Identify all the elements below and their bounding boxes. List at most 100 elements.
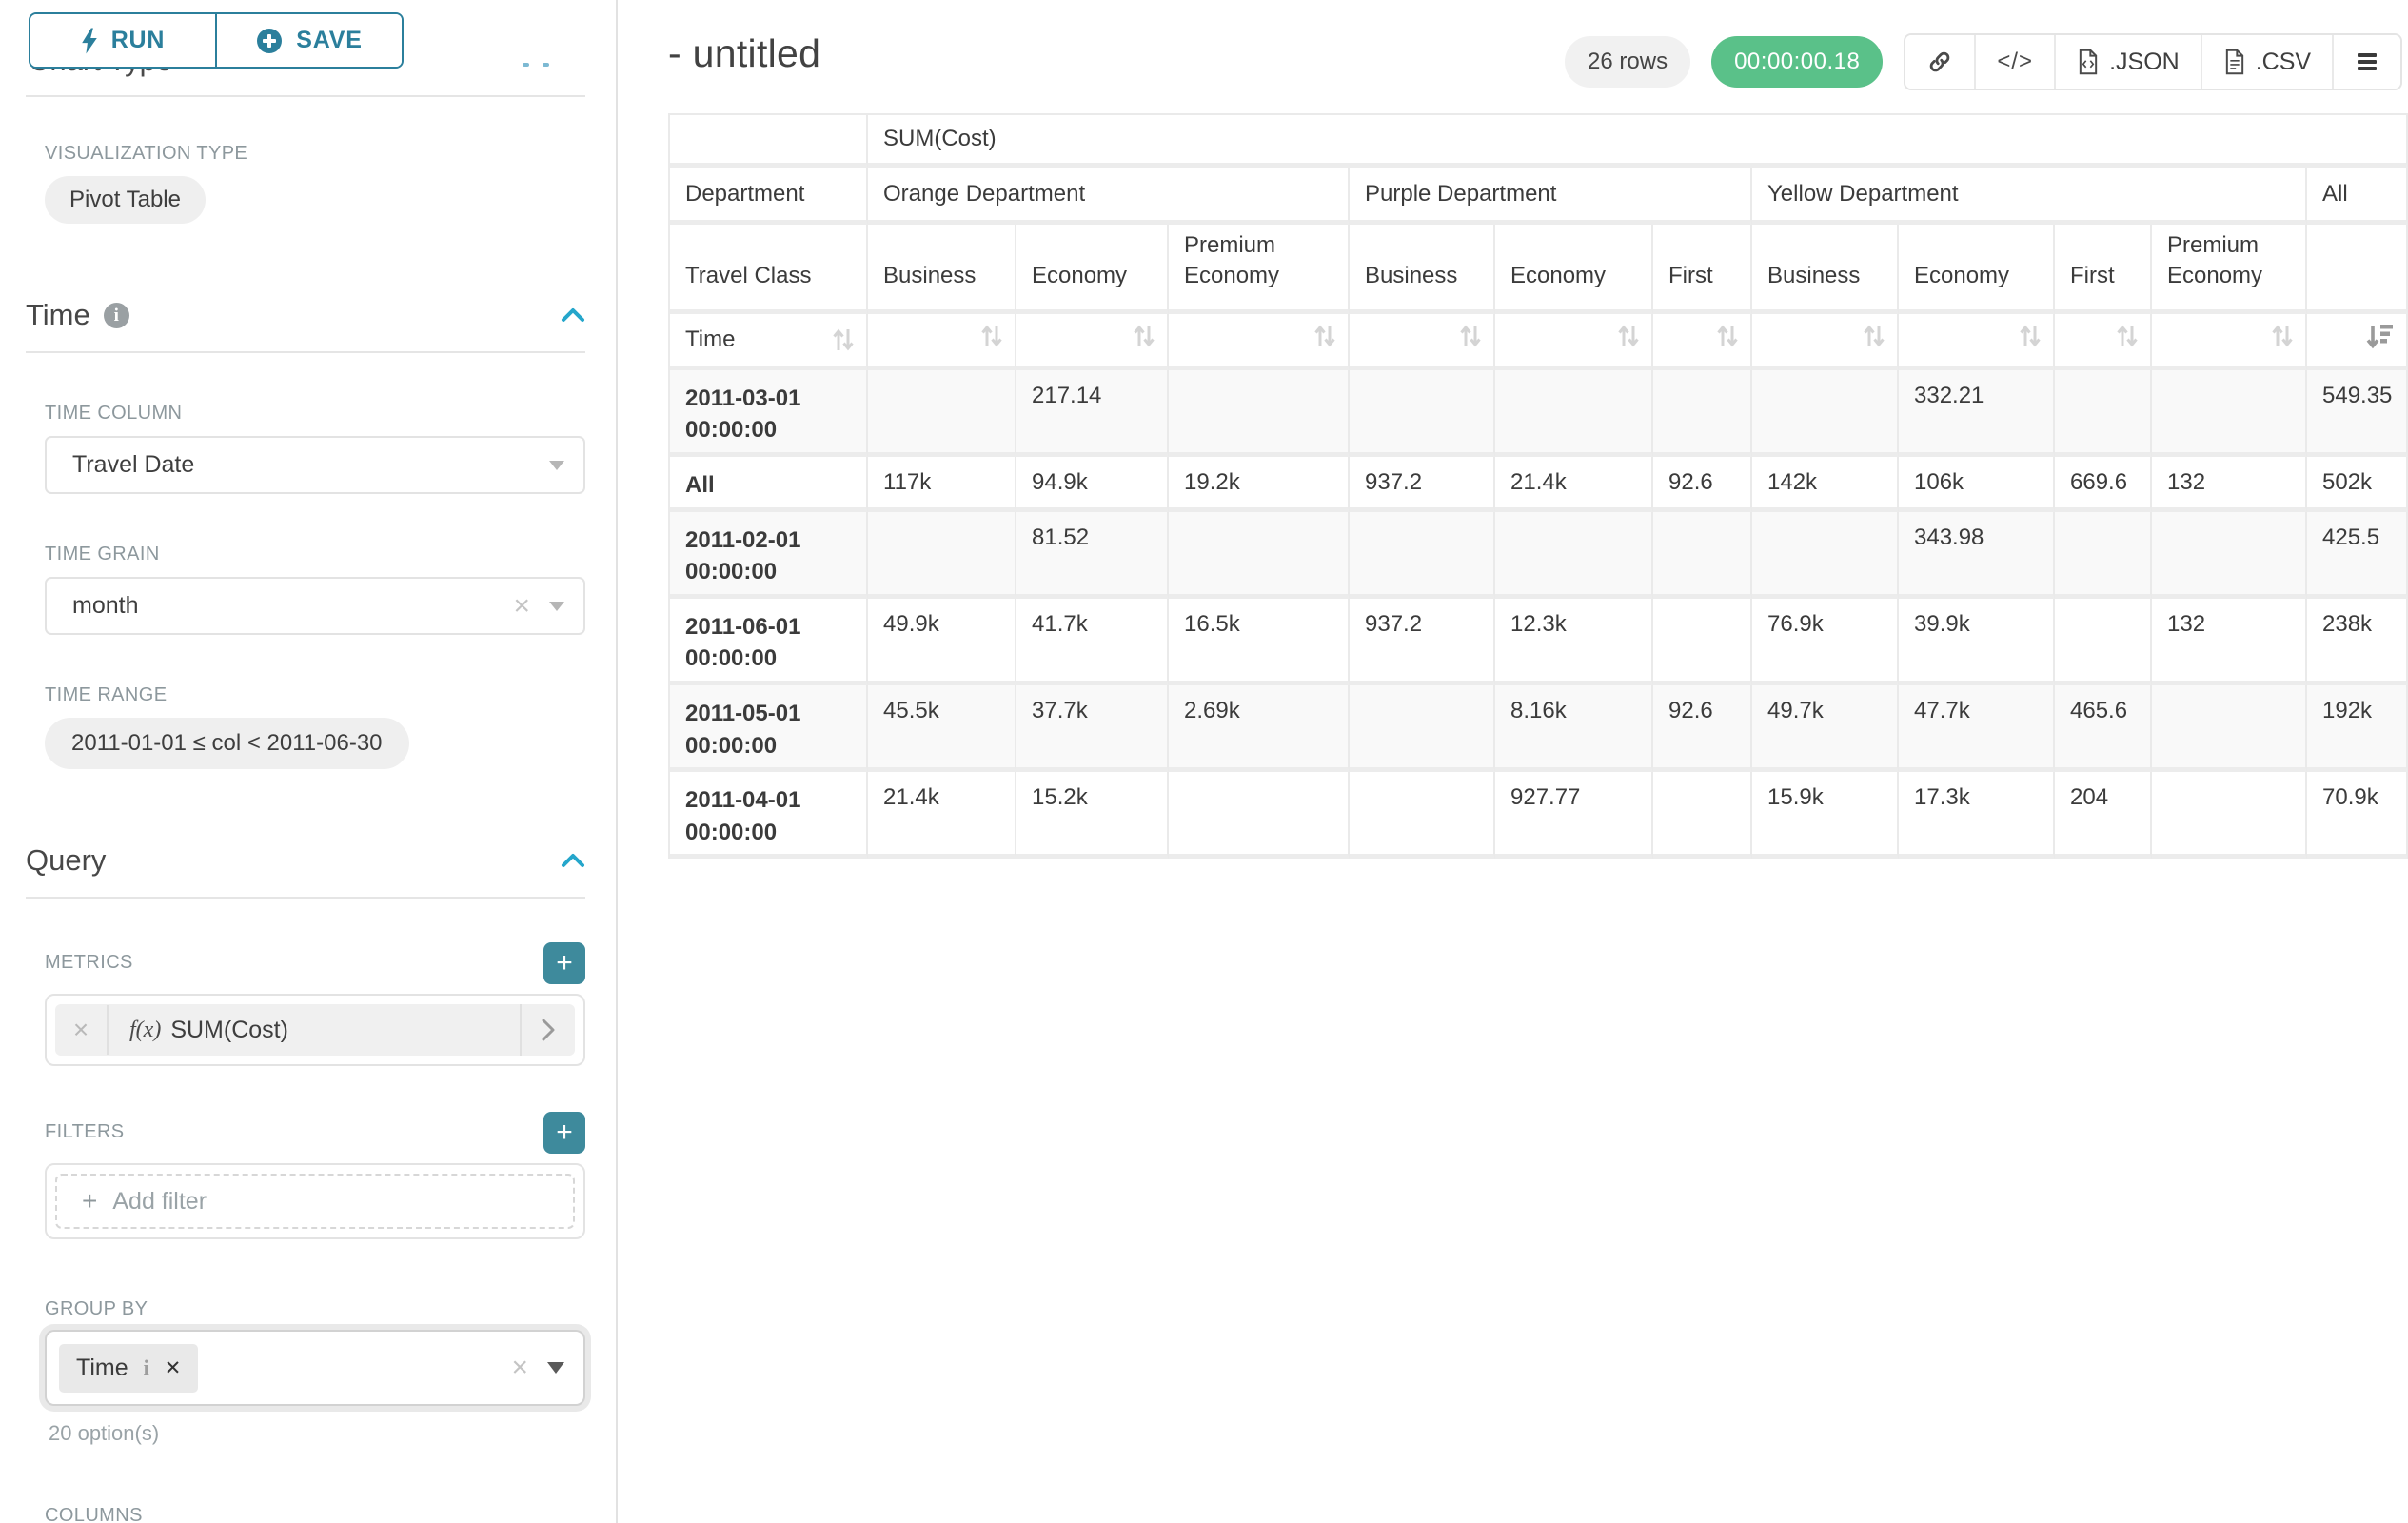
sortable-column-header bbox=[1899, 313, 2055, 370]
row-header: 2011-02-01 00:00:00 bbox=[670, 511, 868, 599]
sort-icon[interactable] bbox=[2114, 322, 2141, 350]
value-cell: 332.21 bbox=[1899, 369, 2055, 457]
sortable-column-header bbox=[1653, 313, 1752, 370]
metric-item[interactable]: × f(x) SUM(Cost) bbox=[55, 1004, 575, 1056]
chevron-up-icon[interactable] bbox=[561, 307, 585, 323]
time-section-title: Time bbox=[26, 298, 90, 331]
value-cell bbox=[1495, 369, 1653, 457]
value-cell: 142k bbox=[1752, 456, 1899, 512]
remove-metric-icon[interactable]: × bbox=[55, 1005, 109, 1055]
group-by-select[interactable]: Time i ✕ × bbox=[45, 1330, 585, 1406]
json-file-icon bbox=[2077, 49, 2100, 75]
export-json-button[interactable]: .JSON bbox=[2054, 35, 2201, 89]
caret-down-icon[interactable] bbox=[547, 1362, 564, 1374]
subcolumn-header: Premium Economy bbox=[2152, 225, 2307, 314]
column-group-header: Purple Department bbox=[1350, 168, 1752, 225]
value-cell bbox=[2152, 684, 2307, 773]
value-cell: 343.98 bbox=[1899, 511, 2055, 599]
time-grain-label: TIME GRAIN bbox=[45, 544, 160, 564]
subcolumn-header: Business bbox=[868, 225, 1016, 314]
group-by-options-hint: 20 option(s) bbox=[49, 1421, 160, 1445]
value-cell bbox=[1169, 772, 1350, 860]
lightning-icon bbox=[81, 28, 98, 54]
menu-button[interactable] bbox=[2332, 35, 2401, 89]
chevron-up-icon[interactable] bbox=[523, 63, 549, 67]
view-query-button[interactable]: </> bbox=[1974, 35, 2055, 89]
value-cell: 204 bbox=[2055, 772, 2152, 860]
value-cell: 19.2k bbox=[1169, 456, 1350, 512]
sort-icon[interactable] bbox=[2017, 322, 2043, 350]
metric-header: SUM(Cost) bbox=[868, 115, 2408, 168]
table-row: 2011-03-01 00:00:00 217.14 332.21 549.35 bbox=[670, 369, 2408, 457]
row-dimension-header: Time bbox=[670, 313, 868, 370]
visualization-type-value[interactable]: Pivot Table bbox=[45, 176, 206, 224]
time-range-value[interactable]: 2011-01-01 ≤ col < 2011-06-30 bbox=[45, 718, 409, 769]
sort-desc-icon[interactable] bbox=[2364, 322, 2397, 350]
value-cell: 132 bbox=[2152, 456, 2307, 512]
value-cell bbox=[1169, 369, 1350, 457]
copy-link-button[interactable] bbox=[1905, 35, 1975, 89]
value-cell: 21.4k bbox=[1495, 456, 1653, 512]
clear-icon[interactable]: × bbox=[511, 1352, 528, 1383]
row-header: 2011-06-01 00:00:00 bbox=[670, 598, 868, 685]
subcolumn-header: Business bbox=[1350, 225, 1495, 314]
sort-icon[interactable] bbox=[2269, 322, 2296, 350]
add-filter-plus-button[interactable]: + bbox=[543, 1112, 585, 1154]
fx-icon: f(x) bbox=[129, 1017, 162, 1042]
run-button[interactable]: RUN bbox=[30, 14, 215, 67]
selected-option-chip[interactable]: Time i ✕ bbox=[59, 1343, 199, 1393]
value-cell bbox=[1169, 511, 1350, 599]
add-filter-label: Add filter bbox=[112, 1187, 207, 1215]
sort-icon[interactable] bbox=[1457, 322, 1484, 350]
value-cell bbox=[2152, 369, 2307, 457]
value-cell: 37.7k bbox=[1016, 684, 1169, 773]
add-metric-button[interactable]: + bbox=[543, 942, 585, 984]
clear-icon[interactable]: × bbox=[513, 589, 530, 622]
remove-icon[interactable]: ✕ bbox=[164, 1356, 182, 1379]
time-column-select[interactable]: Travel Date bbox=[45, 436, 585, 494]
value-cell: 937.2 bbox=[1350, 598, 1495, 685]
sort-icon[interactable] bbox=[1615, 322, 1642, 350]
value-cell: 70.9k bbox=[2307, 772, 2408, 860]
sortable-column-header bbox=[2307, 313, 2408, 370]
add-filter-button[interactable]: + Add filter bbox=[55, 1174, 575, 1229]
value-cell bbox=[1653, 772, 1752, 860]
value-cell bbox=[2055, 369, 2152, 457]
save-button[interactable]: SAVE bbox=[215, 14, 402, 67]
export-toolbar: </> .JSON bbox=[1904, 33, 2403, 90]
query-section: Query METRICS + × f(x) SUM(Cost) bbox=[26, 843, 585, 1523]
value-cell: 49.7k bbox=[1752, 684, 1899, 773]
value-cell: 39.9k bbox=[1899, 598, 2055, 685]
sort-icon[interactable] bbox=[1131, 322, 1157, 350]
value-cell bbox=[1752, 511, 1899, 599]
value-cell: 15.9k bbox=[1752, 772, 1899, 860]
value-cell: 92.6 bbox=[1653, 684, 1752, 773]
sortable-column-header bbox=[1350, 313, 1495, 370]
sort-icon[interactable] bbox=[830, 326, 857, 354]
chart-title[interactable]: - untitled bbox=[668, 31, 821, 75]
value-cell: 927.77 bbox=[1495, 772, 1653, 860]
value-cell: 502k bbox=[2307, 456, 2408, 512]
value-cell bbox=[1653, 598, 1752, 685]
sort-icon[interactable] bbox=[1714, 322, 1741, 350]
sortable-column-header bbox=[2152, 313, 2307, 370]
time-section: Time i TIME COLUMN Travel Date bbox=[26, 298, 585, 769]
sort-icon[interactable] bbox=[1861, 322, 1887, 350]
sort-icon[interactable] bbox=[1312, 322, 1338, 350]
time-grain-select[interactable]: month × bbox=[45, 577, 585, 635]
value-cell bbox=[868, 369, 1016, 457]
value-cell: 21.4k bbox=[868, 772, 1016, 860]
subcolumn-header: First bbox=[1653, 225, 1752, 314]
export-csv-button[interactable]: .CSV bbox=[2200, 35, 2333, 89]
value-cell: 8.16k bbox=[1495, 684, 1653, 773]
chevron-right-icon[interactable] bbox=[520, 1004, 575, 1056]
value-cell bbox=[2055, 511, 2152, 599]
row-header: 2011-04-01 00:00:00 bbox=[670, 772, 868, 860]
value-cell bbox=[2055, 598, 2152, 685]
group-by-label: GROUP BY bbox=[45, 1298, 148, 1319]
value-cell bbox=[2152, 511, 2307, 599]
value-cell: 669.6 bbox=[2055, 456, 2152, 512]
sort-icon[interactable] bbox=[978, 322, 1005, 350]
chevron-up-icon[interactable] bbox=[561, 853, 585, 868]
metrics-label: METRICS bbox=[45, 952, 133, 973]
